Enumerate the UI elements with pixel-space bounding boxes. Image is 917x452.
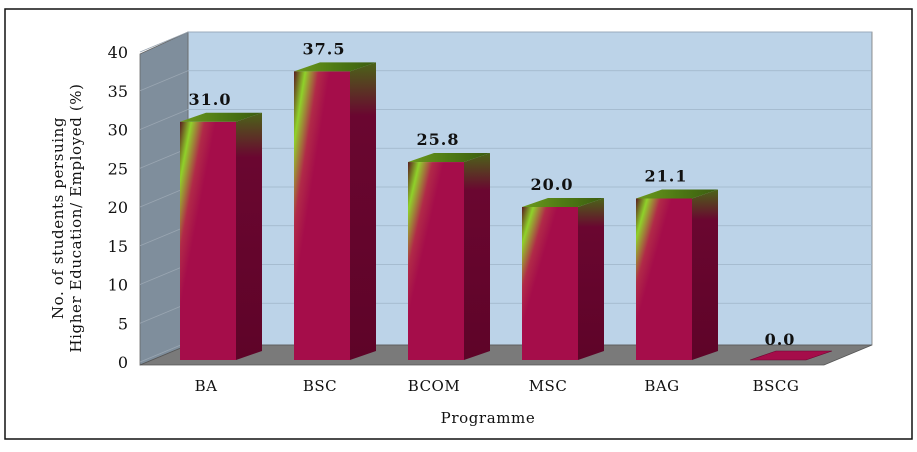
y-tick-label: 5 xyxy=(118,314,128,333)
bar-bag xyxy=(636,189,718,360)
bar-side xyxy=(578,198,604,360)
y-tick-label: 15 xyxy=(108,237,128,256)
bar-top xyxy=(294,62,376,72)
bar-front xyxy=(408,162,464,360)
bar-top xyxy=(636,189,718,199)
bar-bscg xyxy=(749,350,833,361)
x-tick-label: BAG xyxy=(644,377,679,395)
bar-front xyxy=(522,207,578,360)
y-tick-label: 35 xyxy=(108,82,128,101)
bar-top xyxy=(408,153,490,163)
y-axis-title-line-2: Higher Education/ Employed (%) xyxy=(67,83,85,352)
data-label: 37.5 xyxy=(303,39,346,58)
y-tick-label: 30 xyxy=(108,121,128,140)
y-tick-label: 20 xyxy=(108,198,128,217)
x-tick-label: BCOM xyxy=(408,377,460,395)
bar-bcom xyxy=(408,153,490,360)
y-tick-label: 40 xyxy=(108,43,128,62)
y-tick-label: 0 xyxy=(118,353,128,372)
data-label: 21.1 xyxy=(645,166,688,185)
bar-top xyxy=(522,198,604,207)
bar-msc xyxy=(522,198,604,360)
bar-top xyxy=(180,112,262,122)
bar-front xyxy=(636,198,692,360)
gridline-side xyxy=(139,70,189,92)
bar-ba xyxy=(180,112,262,360)
y-tick-label: 25 xyxy=(108,159,128,178)
y-tick-labels: 0 5 10 15 20 25 30 35 40 xyxy=(108,43,128,372)
x-tick-label: BSC xyxy=(303,377,337,395)
bar-front xyxy=(294,71,350,360)
x-tick-label: BA xyxy=(195,377,218,395)
bar-bsc xyxy=(294,62,376,360)
y-tick-label: 10 xyxy=(108,276,128,295)
x-tick-label: MSC xyxy=(529,377,568,395)
x-axis-title: Programme xyxy=(441,409,536,427)
data-label: 31.0 xyxy=(189,90,232,109)
bar-side xyxy=(236,112,262,360)
bar-side xyxy=(464,153,490,360)
bar-top xyxy=(749,350,833,361)
value-labels: 31.0 37.5 25.8 20.0 21.1 0.0 xyxy=(189,39,796,349)
x-tick-label: BSCG xyxy=(753,377,800,395)
gridline-side xyxy=(139,109,189,130)
y-axis-title-line-1: No. of students persuing xyxy=(49,117,67,319)
data-label: 0.0 xyxy=(765,330,796,349)
category-labels: BA BSC BCOM MSC BAG BSCG xyxy=(195,377,800,395)
data-label: 20.0 xyxy=(531,175,574,194)
gridline-side xyxy=(139,31,189,53)
bar-side xyxy=(692,189,718,360)
bar-side xyxy=(350,62,376,360)
bar-front xyxy=(180,121,236,360)
bars xyxy=(180,62,833,361)
data-label: 25.8 xyxy=(417,130,460,149)
